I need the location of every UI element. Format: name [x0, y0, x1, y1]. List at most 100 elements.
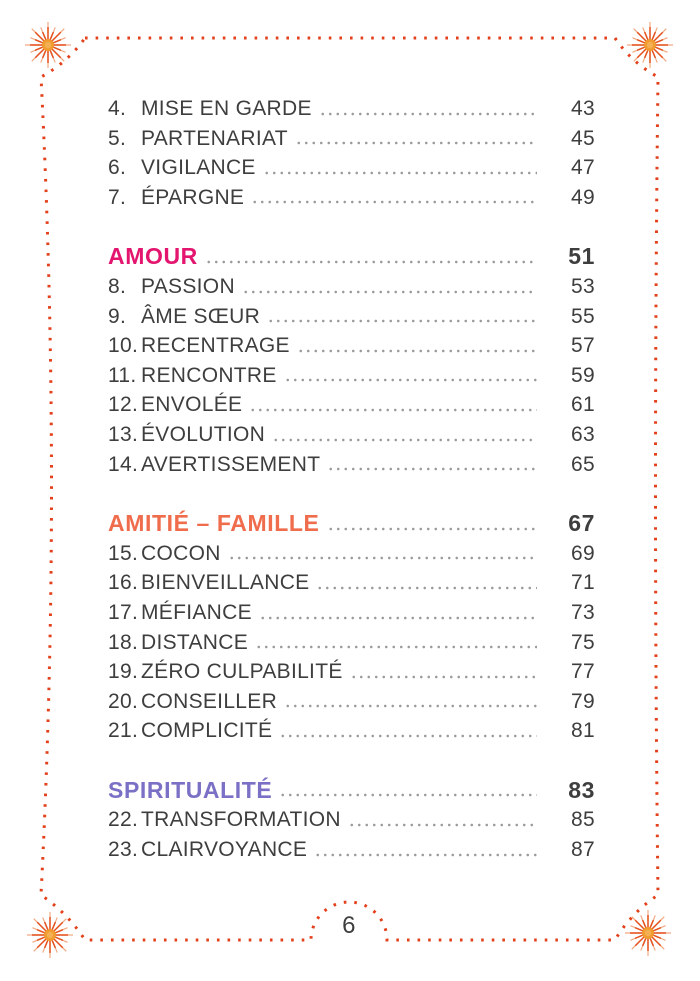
- entry-page-number: 79: [571, 689, 595, 713]
- entry-page-number: 49: [571, 185, 595, 209]
- toc-entry: 10. RECENTRAGE 57: [108, 331, 595, 361]
- entry-title: DISTANCE: [141, 630, 249, 654]
- entry-title: ZÉRO CULPABILITÉ: [141, 660, 343, 684]
- entry-title: AVERTISSEMENT: [141, 452, 321, 476]
- entry-number: 16.: [108, 571, 139, 595]
- entry-number: 22.: [108, 808, 139, 832]
- entry-number: 23.: [108, 838, 139, 862]
- entry-title: RENCONTRE: [141, 363, 277, 387]
- entry-title: ÉVOLUTION: [141, 422, 266, 446]
- entry-page-number: 81: [571, 719, 595, 743]
- starburst-icon-top-right: [626, 21, 674, 69]
- entry-page-number: 77: [571, 660, 595, 684]
- dot-leader: [294, 139, 537, 148]
- entry-title: TRANSFORMATION: [141, 808, 341, 832]
- dotted-border-line: [39, 36, 660, 942]
- toc-entry: 12. ENVOLÉE 61: [108, 390, 595, 420]
- dot-leader: [326, 524, 537, 533]
- starburst-icon-bottom-left: [26, 911, 74, 959]
- starburst-icon-bottom-right: [624, 909, 672, 957]
- dot-leader: [267, 317, 537, 326]
- entry-page-number: 55: [571, 304, 595, 328]
- entry-page-number: 59: [571, 363, 595, 387]
- entry-number: 12.: [108, 393, 139, 417]
- page-number: 6: [342, 912, 356, 939]
- toc-entry: 14. AVERTISSEMENT 65: [108, 450, 595, 480]
- entry-page-number: 63: [571, 422, 595, 446]
- entry-number: 4.: [108, 97, 127, 120]
- toc-entry: 20. CONSEILLER 79: [108, 687, 595, 717]
- entry-title: ENVOLÉE: [141, 393, 243, 417]
- entry-number: 14.: [108, 452, 139, 476]
- section-title: AMOUR: [108, 243, 198, 270]
- toc-entry: 16. BIENVEILLANCE 71: [108, 568, 595, 598]
- dot-leader: [272, 435, 537, 444]
- entry-page-number: 45: [571, 126, 595, 150]
- entry-number: 10.: [108, 334, 139, 358]
- toc-entry: 4. MISE EN GARDE 43: [108, 94, 595, 124]
- toc-entry: 5. PARTENARIAT 45: [108, 124, 595, 154]
- dot-leader: [258, 613, 537, 622]
- entry-page-number: 53: [571, 274, 595, 298]
- entry-title: PASSION: [141, 274, 235, 298]
- starburst-icon-top-left: [24, 21, 72, 69]
- entry-number: 5.: [108, 126, 127, 150]
- entry-number: 15.: [108, 541, 139, 565]
- toc-section-header: SPIRITUALITÉ 83: [108, 776, 595, 806]
- dot-leader: [241, 287, 537, 296]
- toc-entry: 11. RENCONTRE 59: [108, 361, 595, 391]
- dot-leader: [296, 346, 537, 355]
- toc-list: 4. MISE EN GARDE 43 5. PARTENARIAT 45 6. VIGILA…: [108, 94, 595, 865]
- entry-number: 18.: [108, 630, 139, 654]
- dot-leader: [255, 643, 537, 652]
- entry-title: BIENVEILLANCE: [141, 571, 310, 595]
- entry-page-number: 43: [571, 97, 595, 120]
- entry-page-number: 75: [571, 630, 595, 654]
- entry-number: 17.: [108, 600, 139, 624]
- dot-leader: [283, 376, 537, 385]
- entry-page-number: 65: [571, 452, 595, 476]
- toc-entry: 21. COMPLICITÉ 81: [108, 716, 595, 746]
- section-page-number: 83: [568, 776, 595, 803]
- toc-entry: 9. ÂME SŒUR 55: [108, 302, 595, 332]
- dot-leader: [327, 465, 537, 474]
- dot-leader: [284, 702, 537, 711]
- toc-entry: 18. DISTANCE 75: [108, 628, 595, 658]
- dot-leader: [349, 672, 537, 681]
- entry-number: 13.: [108, 422, 139, 446]
- entry-title: COMPLICITÉ: [141, 719, 273, 743]
- section-page-number: 51: [568, 243, 595, 270]
- section-title: AMITIÉ – FAMILLE: [108, 510, 320, 537]
- entry-title: CLAIRVOYANCE: [141, 838, 308, 862]
- entry-title: PARTENARIAT: [141, 126, 288, 150]
- dot-leader: [314, 850, 537, 859]
- entry-page-number: 73: [571, 600, 595, 624]
- dot-leader: [251, 198, 537, 207]
- entry-number: 21.: [108, 719, 139, 743]
- dot-leader: [204, 257, 537, 266]
- toc-entry: 22. TRANSFORMATION 85: [108, 805, 595, 835]
- dot-leader: [316, 583, 537, 592]
- toc-entry: 15. COCON 69: [108, 539, 595, 569]
- dot-leader: [318, 109, 537, 118]
- entry-title: COCON: [141, 541, 221, 565]
- entry-title: MÉFIANCE: [141, 600, 252, 624]
- dot-leader: [279, 791, 537, 800]
- entry-title: ÉPARGNE: [141, 185, 245, 209]
- entry-page-number: 85: [571, 808, 595, 832]
- toc-entry: 13. ÉVOLUTION 63: [108, 420, 595, 450]
- entry-number: 7.: [108, 185, 127, 209]
- toc-entry: 7. ÉPARGNE 49: [108, 183, 595, 213]
- entry-page-number: 69: [571, 541, 595, 565]
- entry-number: 19.: [108, 660, 139, 684]
- entry-page-number: 87: [571, 838, 595, 862]
- entry-number: 9.: [108, 304, 127, 328]
- entry-title: MISE EN GARDE: [141, 97, 312, 120]
- toc-section-header: AMITIÉ – FAMILLE 67: [108, 509, 595, 539]
- entry-title: RECENTRAGE: [141, 334, 290, 358]
- entry-number: 20.: [108, 689, 139, 713]
- section-title: SPIRITUALITÉ: [108, 776, 273, 803]
- toc-section-header: AMOUR 51: [108, 242, 595, 272]
- entry-page-number: 61: [571, 393, 595, 417]
